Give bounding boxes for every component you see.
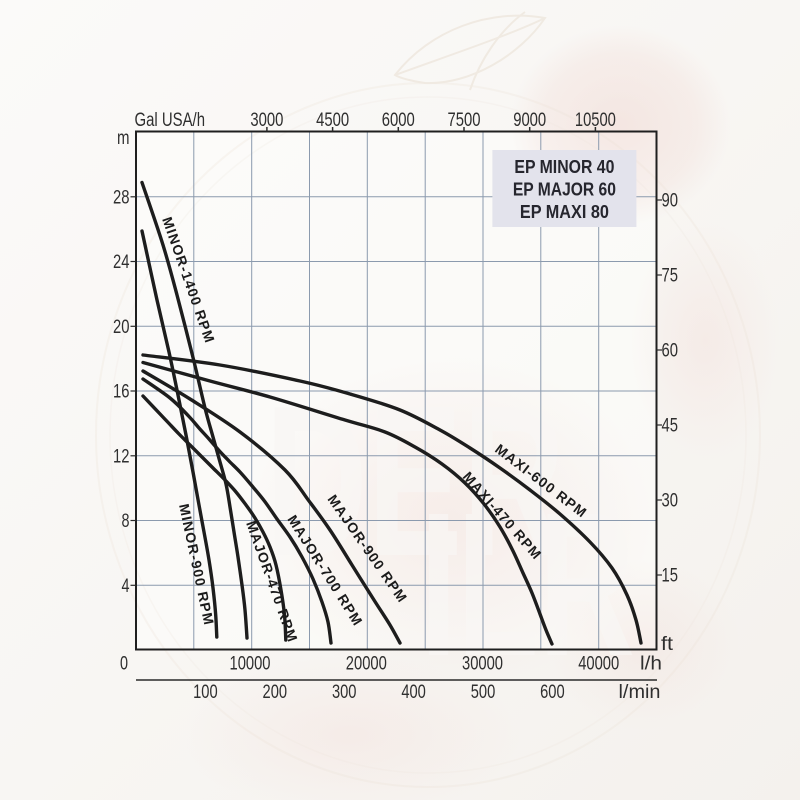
- svg-text:ft: ft: [661, 634, 674, 655]
- svg-text:10500: 10500: [575, 110, 616, 131]
- svg-text:30: 30: [662, 491, 679, 512]
- svg-text:90: 90: [662, 191, 679, 212]
- svg-text:3000: 3000: [250, 110, 283, 131]
- svg-text:m: m: [117, 128, 130, 149]
- svg-text:7500: 7500: [448, 110, 481, 131]
- svg-text:4500: 4500: [316, 110, 349, 131]
- svg-text:30000: 30000: [462, 654, 503, 675]
- svg-text:l/h: l/h: [640, 654, 662, 675]
- svg-text:20: 20: [113, 317, 130, 338]
- svg-text:EP MAJOR 60: EP MAJOR 60: [513, 179, 616, 200]
- svg-text:l/min: l/min: [619, 682, 661, 703]
- svg-text:40000: 40000: [578, 654, 619, 675]
- svg-text:600: 600: [540, 682, 565, 703]
- svg-text:45: 45: [662, 416, 679, 437]
- svg-text:60: 60: [662, 341, 679, 362]
- svg-text:0: 0: [120, 654, 128, 675]
- svg-text:75: 75: [662, 266, 679, 287]
- svg-text:16: 16: [113, 382, 130, 403]
- svg-text:12: 12: [113, 446, 130, 467]
- svg-text:6000: 6000: [382, 110, 415, 131]
- svg-text:28: 28: [113, 187, 130, 208]
- svg-text:20000: 20000: [346, 654, 387, 675]
- svg-text:300: 300: [332, 682, 357, 703]
- svg-text:200: 200: [263, 682, 288, 703]
- svg-text:4: 4: [122, 576, 130, 597]
- svg-text:Gal USA/h: Gal USA/h: [135, 110, 206, 131]
- svg-text:500: 500: [471, 682, 496, 703]
- svg-text:9000: 9000: [513, 110, 546, 131]
- svg-text:10000: 10000: [230, 654, 271, 675]
- svg-text:15: 15: [662, 566, 679, 587]
- svg-text:8: 8: [122, 511, 130, 532]
- svg-text:EP MINOR 40: EP MINOR 40: [514, 156, 614, 177]
- svg-text:EP MAXI 80: EP MAXI 80: [520, 201, 609, 222]
- svg-text:24: 24: [113, 252, 130, 273]
- svg-text:100: 100: [193, 682, 218, 703]
- svg-text:400: 400: [401, 682, 426, 703]
